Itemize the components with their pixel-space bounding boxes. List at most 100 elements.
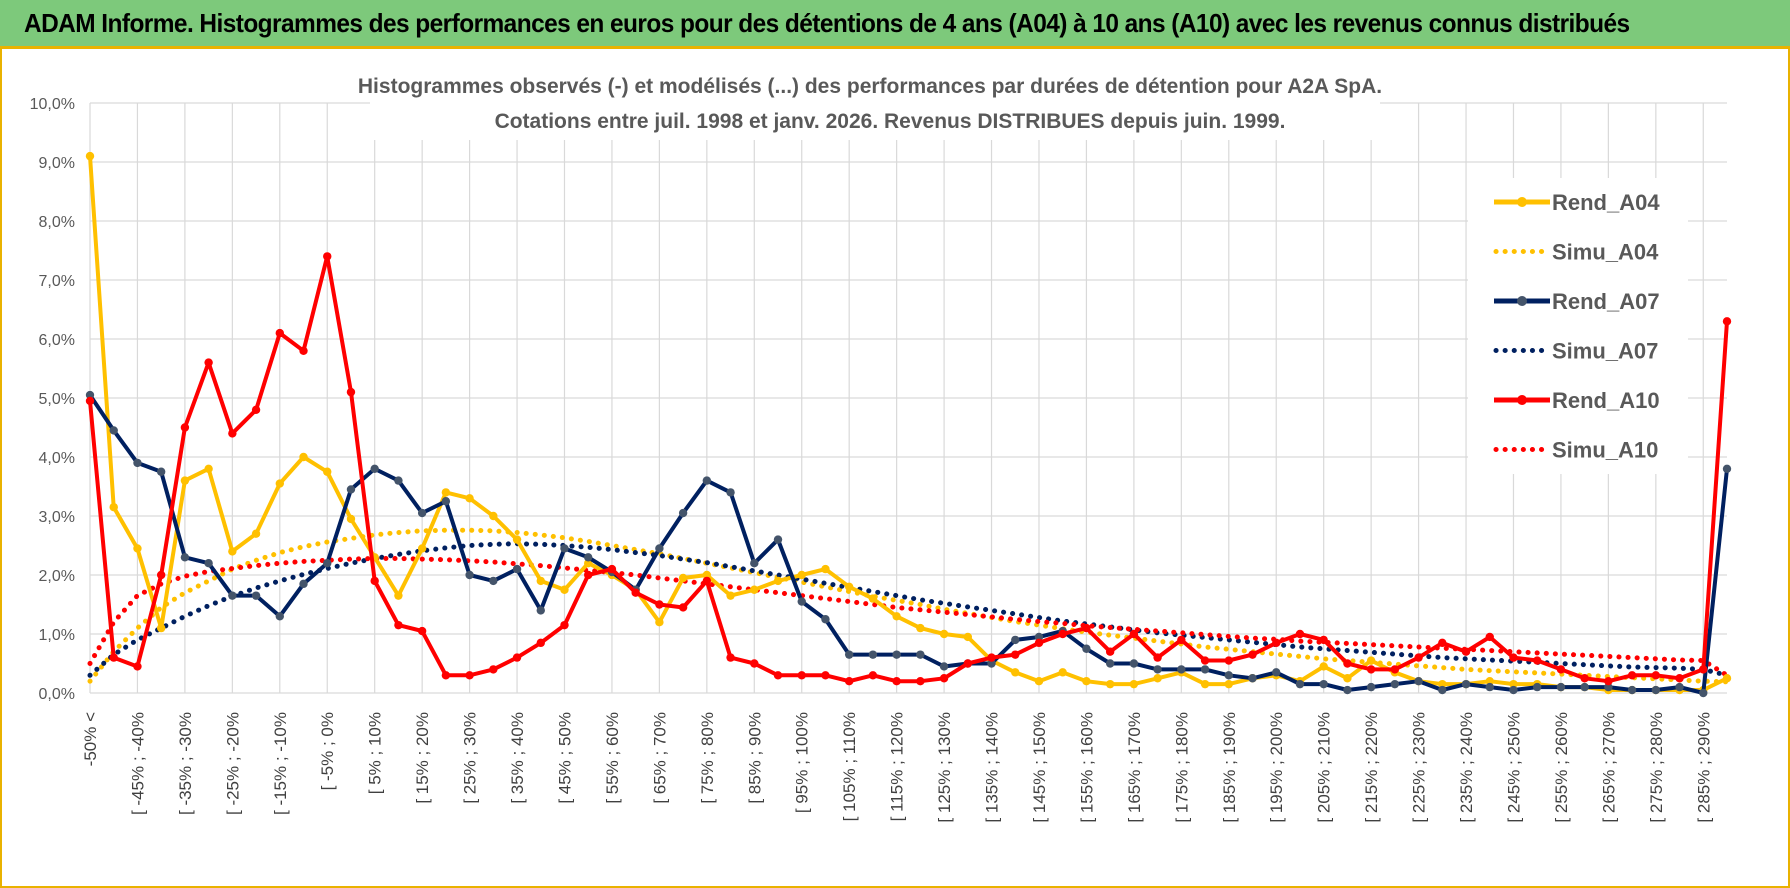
data-point-rend-a04 xyxy=(1011,668,1020,677)
data-point-rend-a04 xyxy=(156,623,166,633)
data-point-rend-a04 xyxy=(868,594,878,603)
data-point-rend-a07 xyxy=(1177,665,1186,674)
data-point-rend-a10 xyxy=(750,659,759,668)
data-point-rend-a10 xyxy=(1011,650,1020,659)
x-axis-ticks: -50% < [ -45% ; -40% [ -35% ; -30% [ -25% ;… xyxy=(81,712,1713,823)
data-point-rend-a10 xyxy=(584,570,593,580)
data-point-rend-a10 xyxy=(346,387,356,397)
y-tick-label: 6,0% xyxy=(39,332,75,349)
data-point-rend-a04 xyxy=(1058,668,1067,677)
data-point-rend-a10 xyxy=(1082,623,1091,633)
data-point-rend-a10 xyxy=(1580,674,1589,683)
data-point-rend-a04 xyxy=(655,618,664,627)
data-point-rend-a04 xyxy=(726,591,735,600)
series-line-rend-a10 xyxy=(88,254,1729,684)
data-point-rend-a04 xyxy=(1082,677,1091,686)
data-point-rend-a07 xyxy=(892,650,901,659)
data-point-rend-a10 xyxy=(916,677,925,686)
data-point-rend-a04 xyxy=(1153,674,1162,683)
x-tick-label: [ 285% ; 290% xyxy=(1694,712,1713,823)
data-point-rend-a10 xyxy=(1722,317,1732,326)
data-point-rend-a07 xyxy=(1153,665,1162,674)
data-point-rend-a10 xyxy=(1343,659,1352,668)
data-point-rend-a10 xyxy=(1129,629,1139,639)
data-point-rend-a04 xyxy=(228,547,237,556)
x-tick-label: [ 195% ; 200% xyxy=(1267,712,1286,823)
x-tick-label: [ 105% ; 110% xyxy=(840,712,859,821)
data-point-rend-a07 xyxy=(299,579,308,589)
data-point-rend-a10 xyxy=(156,570,166,580)
legend-marker-rend-a04 xyxy=(1517,197,1527,207)
data-point-rend-a10 xyxy=(1034,638,1044,648)
data-point-rend-a10 xyxy=(417,626,427,636)
x-tick-label: [ 25% ; 30% xyxy=(461,712,480,804)
data-point-rend-a07 xyxy=(1509,685,1518,695)
data-point-rend-a04 xyxy=(251,529,261,538)
data-point-rend-a04 xyxy=(512,535,522,544)
data-point-rend-a07 xyxy=(773,535,783,544)
data-point-rend-a10 xyxy=(109,653,118,662)
data-point-rend-a07 xyxy=(655,544,664,553)
data-point-rend-a07 xyxy=(512,564,522,574)
data-point-rend-a07 xyxy=(678,508,688,518)
data-point-rend-a07 xyxy=(489,576,498,586)
x-tick-label: [ 205% ; 210% xyxy=(1315,712,1334,823)
data-point-rend-a07 xyxy=(1082,644,1091,653)
data-point-rend-a10 xyxy=(1319,635,1328,645)
data-point-rend-a07 xyxy=(1224,671,1233,680)
data-point-rend-a10 xyxy=(1105,647,1115,656)
data-point-rend-a10 xyxy=(607,564,617,574)
data-point-rend-a10 xyxy=(1485,632,1494,642)
y-tick-label: 4,0% xyxy=(39,450,75,467)
x-tick-label: [ 135% ; 140% xyxy=(983,712,1002,823)
data-point-rend-a10 xyxy=(1058,629,1067,639)
data-point-rend-a10 xyxy=(868,671,878,680)
data-point-rend-a10 xyxy=(465,671,474,680)
gridlines xyxy=(89,102,1727,694)
data-point-rend-a07 xyxy=(844,650,854,659)
series-line-rend-a04 xyxy=(88,155,1728,692)
legend-label-simu-a07: Simu_A07 xyxy=(1552,339,1658,364)
data-point-rend-a10 xyxy=(1177,635,1186,645)
data-point-rend-a04 xyxy=(109,502,118,512)
legend-label-rend-a04: Rend_A04 xyxy=(1552,190,1660,215)
data-point-rend-a04 xyxy=(1438,679,1447,689)
data-point-rend-a10 xyxy=(963,659,973,668)
data-point-rend-a10 xyxy=(726,653,735,662)
x-tick-label: [ 75% ; 80% xyxy=(698,712,717,804)
data-point-rend-a04 xyxy=(821,564,830,574)
data-point-rend-a04 xyxy=(844,582,854,591)
data-point-rend-a04 xyxy=(797,570,806,580)
data-point-rend-a10 xyxy=(1248,650,1257,659)
data-point-rend-a07 xyxy=(109,426,118,435)
data-point-rend-a10 xyxy=(1604,677,1613,686)
x-tick-label: [ 145% ; 150% xyxy=(1030,712,1049,823)
data-point-rend-a10 xyxy=(1224,656,1233,665)
data-point-rend-a10 xyxy=(275,328,284,338)
data-point-rend-a10 xyxy=(180,423,190,432)
chart-title-background xyxy=(370,66,1380,140)
legend-marker-rend-a07 xyxy=(1517,296,1527,306)
data-point-rend-a10 xyxy=(655,600,664,609)
data-point-rend-a07 xyxy=(1343,685,1352,695)
y-tick-label: 5,0% xyxy=(39,391,75,408)
data-point-rend-a10 xyxy=(987,653,996,662)
data-point-rend-a07 xyxy=(346,485,356,494)
legend-label-simu-a04: Simu_A04 xyxy=(1552,240,1659,265)
data-point-rend-a07 xyxy=(1461,679,1471,689)
data-point-rend-a07 xyxy=(1580,682,1589,692)
data-point-rend-a10 xyxy=(512,653,522,662)
x-tick-label: [ 35% ; 40% xyxy=(508,712,527,804)
data-point-rend-a10 xyxy=(251,405,261,414)
data-point-rend-a10 xyxy=(441,671,451,680)
y-axis-ticks: 0,0% 1,0% 2,0% 3,0% 4,0% 5,0% 6,0% 7,0% 8,0% 9,0%… xyxy=(30,96,75,703)
data-point-rend-a07 xyxy=(180,553,190,562)
data-point-rend-a07 xyxy=(560,544,569,553)
data-point-rend-a04 xyxy=(1485,677,1494,686)
data-point-rend-a10 xyxy=(939,674,949,683)
data-point-rend-a07 xyxy=(939,662,949,671)
data-point-rend-a10 xyxy=(1200,656,1210,665)
data-point-rend-a07 xyxy=(1604,682,1613,692)
x-tick-label: [ -45% ; -40% xyxy=(128,712,147,815)
data-point-rend-a10 xyxy=(702,576,712,586)
